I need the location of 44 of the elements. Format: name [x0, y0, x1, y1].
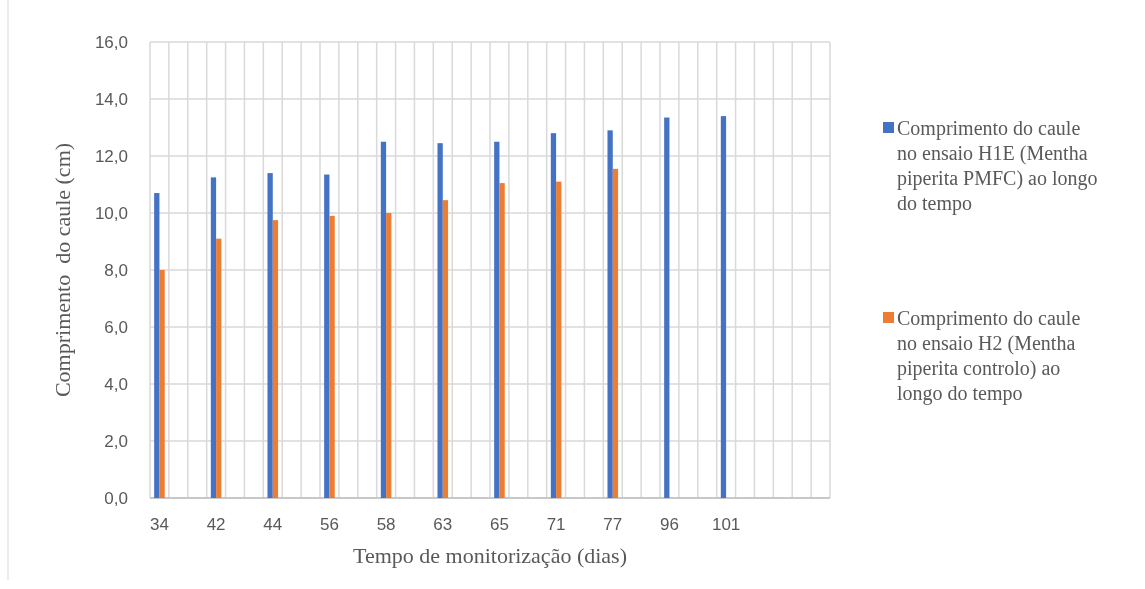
- bar: [386, 213, 392, 498]
- y-tick-label: 12,0: [94, 146, 128, 166]
- y-tick-label: 10,0: [94, 203, 128, 223]
- bar: [267, 173, 273, 498]
- bar: [329, 215, 335, 498]
- legend-label: Comprimento do caule no ensaio H1E (Mentha piperita PMFC) ao longo do tempo: [897, 117, 1098, 215]
- bar: [494, 141, 500, 498]
- bar: [664, 117, 670, 498]
- bar: [324, 174, 330, 498]
- bar: [612, 168, 619, 498]
- y-tick-label: 4,0: [104, 374, 128, 394]
- bar: [550, 133, 557, 498]
- x-tick-label: 71: [546, 515, 566, 534]
- x-tick-label: 44: [263, 515, 283, 534]
- y-tick-label: 16,0: [94, 32, 128, 52]
- x-tick-label: 101: [711, 515, 741, 534]
- y-tick-label: 6,0: [104, 317, 128, 337]
- y-axis-title: Comprimento do caule (cm): [50, 142, 75, 398]
- x-tick-label: 77: [603, 515, 623, 534]
- bar: [380, 141, 387, 498]
- bar: [607, 130, 613, 498]
- x-tick-label: 42: [206, 515, 226, 534]
- legend-label: Comprimento do caule no ensaio H2 (Mentha piperita controlo) ao longo do tempo: [897, 307, 1081, 405]
- x-tick-label: 56: [319, 515, 339, 534]
- x-tick-label: 65: [489, 515, 509, 534]
- bar: [272, 220, 279, 498]
- bar: [499, 183, 505, 498]
- bar: [437, 143, 443, 498]
- bar: [216, 238, 222, 498]
- x-tick-label: 96: [659, 515, 679, 534]
- bar: [159, 270, 165, 498]
- bar: [154, 193, 160, 498]
- bar: [442, 200, 449, 498]
- y-tick-label: 8,0: [104, 260, 128, 280]
- x-tick-label: 63: [433, 515, 453, 534]
- y-tick-label: 2,0: [104, 431, 128, 451]
- x-tick-label: 34: [149, 515, 169, 534]
- bar: [720, 116, 727, 498]
- bar: [210, 177, 217, 498]
- bar: [556, 181, 562, 498]
- x-axis-title: Tempo de monitorização (dias): [353, 543, 627, 568]
- y-tick-label: 14,0: [94, 89, 128, 109]
- y-tick-label: 0,0: [104, 488, 128, 508]
- x-tick-label: 58: [376, 515, 396, 534]
